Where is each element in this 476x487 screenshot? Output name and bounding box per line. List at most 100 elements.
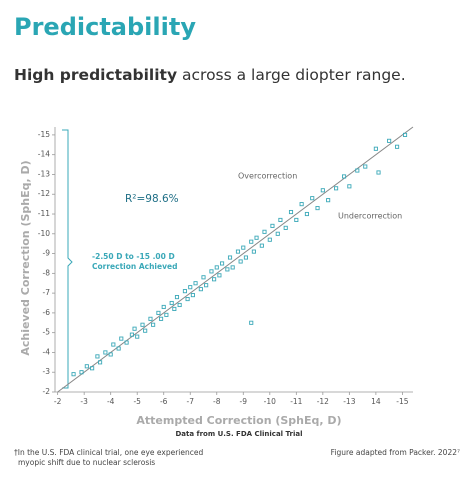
- y-tick-label: -14: [38, 150, 50, 159]
- point: [334, 186, 339, 191]
- point: [251, 249, 256, 254]
- point: [177, 302, 182, 308]
- y-tick-label: -4: [43, 347, 51, 356]
- point: [111, 342, 116, 347]
- point: [373, 146, 378, 151]
- point: [209, 269, 214, 274]
- overcorrection: Overcorrection: [238, 172, 297, 181]
- point: [217, 273, 222, 278]
- x-tick-label: -15: [396, 397, 408, 406]
- point: [193, 281, 198, 286]
- x-tick-label: -9: [240, 397, 248, 406]
- point: [310, 196, 315, 201]
- point: [288, 209, 294, 215]
- x-tick-label: -3: [80, 397, 88, 406]
- subtitle: High predictability across a large diopt…: [14, 66, 406, 84]
- footnote: myopic shift due to nuclear sclerosis: [18, 458, 155, 467]
- y-tick-label: -10: [38, 229, 50, 238]
- point: [71, 372, 76, 377]
- bracket-label: -2.50 D to -15 .00 D: [92, 252, 175, 261]
- point: [315, 206, 320, 211]
- point: [267, 237, 272, 242]
- point: [326, 198, 331, 203]
- x-tick-label: -8: [213, 397, 221, 406]
- x-axis-label: Attempted Correction (SphEq, D): [136, 414, 341, 427]
- point: [227, 255, 233, 260]
- point: [119, 336, 124, 341]
- point: [235, 249, 241, 254]
- point: [103, 350, 108, 355]
- point: [156, 310, 161, 315]
- point: [230, 265, 235, 270]
- credit: Figure adapted from Packer. 2022⁷: [331, 448, 460, 457]
- point: [275, 231, 280, 236]
- point: [376, 170, 381, 175]
- point: [159, 316, 164, 321]
- bracket: [62, 129, 73, 389]
- point: [395, 144, 400, 149]
- point: [278, 217, 283, 222]
- y-tick-label: -6: [43, 308, 51, 317]
- x-tick-label: -4: [107, 397, 115, 406]
- point: [299, 202, 304, 207]
- point: [198, 287, 203, 292]
- point: [262, 229, 267, 234]
- y-tick-label: -11: [38, 209, 50, 218]
- y-tick-label: -15: [38, 130, 50, 139]
- point: [320, 188, 325, 193]
- point: [294, 217, 299, 222]
- point: [225, 267, 230, 272]
- x-tick-label: -10: [264, 397, 276, 406]
- point: [95, 354, 100, 359]
- x-tick-label: -7: [187, 397, 195, 406]
- point: [116, 346, 121, 351]
- point: [132, 326, 137, 331]
- point: [98, 360, 103, 365]
- y-tick-label: -13: [38, 169, 50, 178]
- point: [140, 322, 145, 327]
- x-tick-label: -13: [343, 397, 355, 406]
- y-tick-label: -12: [38, 189, 50, 198]
- x-tick-label: -6: [160, 397, 168, 406]
- point: [355, 168, 360, 173]
- footnote: †In the U.S. FDA clinical trial, one eye…: [14, 448, 203, 457]
- x-tick-label: -12: [317, 397, 329, 406]
- x-tick-label: -2: [54, 397, 62, 406]
- point: [347, 184, 352, 189]
- x-tick-label: 14: [371, 397, 381, 406]
- point: [151, 322, 156, 327]
- point: [79, 370, 84, 375]
- point: [214, 265, 219, 270]
- point: [185, 297, 190, 302]
- y-tick-label: -3: [43, 367, 51, 376]
- x-tick-label: -5: [133, 397, 141, 406]
- source: Data from U.S. FDA Clinical Trial: [175, 430, 302, 438]
- point: [363, 164, 368, 169]
- point: [84, 364, 89, 369]
- subtitle-rest: across a large diopter range.: [182, 66, 406, 84]
- point: [188, 285, 193, 290]
- point: [124, 340, 129, 345]
- point: [220, 261, 225, 266]
- point: [249, 320, 254, 325]
- x-tick-label: -11: [290, 397, 302, 406]
- point: [270, 223, 275, 228]
- point: [212, 277, 217, 282]
- point: [129, 332, 134, 337]
- r2: R²=98.6%: [125, 193, 179, 205]
- point: [90, 366, 95, 371]
- point: [143, 328, 148, 333]
- y-tick-label: -8: [43, 268, 51, 277]
- point: [174, 295, 180, 300]
- bracket-label: Correction Achieved: [92, 262, 177, 271]
- point: [204, 283, 209, 288]
- point: [254, 235, 259, 240]
- point: [148, 316, 153, 321]
- point: [283, 225, 288, 230]
- y-tick-label: -9: [43, 249, 51, 258]
- point: [172, 306, 177, 311]
- y-tick-label: -2: [43, 387, 51, 396]
- point: [161, 304, 166, 310]
- point: [190, 293, 195, 298]
